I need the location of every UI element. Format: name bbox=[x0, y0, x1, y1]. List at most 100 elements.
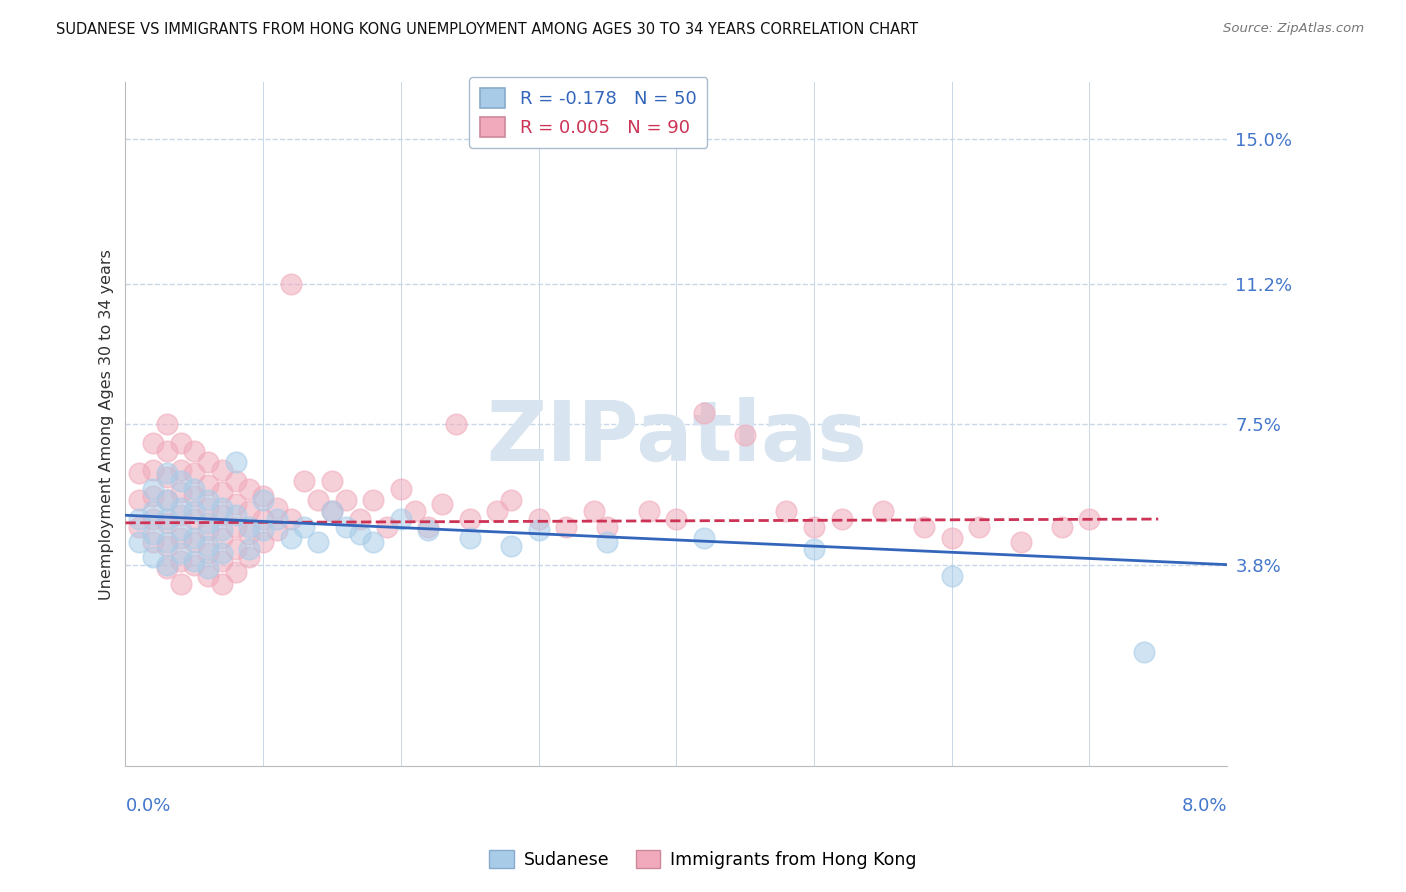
Point bbox=[156, 558, 179, 572]
Text: 0.0%: 0.0% bbox=[125, 797, 172, 814]
Point bbox=[197, 455, 219, 469]
Point bbox=[156, 561, 179, 575]
Point bbox=[183, 489, 205, 503]
Point bbox=[225, 519, 247, 533]
Point bbox=[280, 277, 302, 291]
Point bbox=[197, 500, 219, 515]
Point bbox=[169, 463, 191, 477]
Point bbox=[183, 443, 205, 458]
Point bbox=[321, 504, 343, 518]
Point bbox=[142, 463, 165, 477]
Point bbox=[418, 519, 440, 533]
Point bbox=[211, 576, 233, 591]
Point bbox=[321, 504, 343, 518]
Point bbox=[211, 531, 233, 545]
Point bbox=[156, 443, 179, 458]
Text: SUDANESE VS IMMIGRANTS FROM HONG KONG UNEMPLOYMENT AMONG AGES 30 TO 34 YEARS COR: SUDANESE VS IMMIGRANTS FROM HONG KONG UN… bbox=[56, 22, 918, 37]
Point bbox=[458, 512, 481, 526]
Point bbox=[252, 493, 274, 508]
Point bbox=[582, 504, 605, 518]
Legend: R = -0.178   N = 50, R = 0.005   N = 90: R = -0.178 N = 50, R = 0.005 N = 90 bbox=[470, 78, 707, 148]
Point bbox=[665, 512, 688, 526]
Point bbox=[238, 542, 260, 557]
Point bbox=[596, 519, 619, 533]
Point bbox=[211, 508, 233, 523]
Point bbox=[197, 493, 219, 508]
Point bbox=[1050, 519, 1073, 533]
Point bbox=[432, 497, 454, 511]
Point bbox=[252, 534, 274, 549]
Point bbox=[307, 493, 329, 508]
Point bbox=[156, 493, 179, 508]
Point bbox=[197, 539, 219, 553]
Point bbox=[389, 512, 412, 526]
Point bbox=[555, 519, 578, 533]
Point bbox=[183, 482, 205, 496]
Point bbox=[128, 519, 150, 533]
Point bbox=[335, 493, 357, 508]
Point bbox=[307, 534, 329, 549]
Point bbox=[1010, 534, 1032, 549]
Point bbox=[197, 478, 219, 492]
Point bbox=[363, 534, 385, 549]
Point bbox=[197, 569, 219, 583]
Point bbox=[225, 474, 247, 488]
Point bbox=[211, 554, 233, 568]
Point bbox=[142, 504, 165, 518]
Point bbox=[128, 467, 150, 481]
Point bbox=[527, 512, 550, 526]
Point bbox=[169, 474, 191, 488]
Point bbox=[404, 504, 426, 518]
Point bbox=[169, 546, 191, 560]
Point bbox=[211, 546, 233, 560]
Point bbox=[211, 463, 233, 477]
Point bbox=[280, 531, 302, 545]
Point bbox=[169, 485, 191, 500]
Point bbox=[238, 482, 260, 496]
Point bbox=[183, 534, 205, 549]
Point bbox=[527, 524, 550, 538]
Point bbox=[169, 554, 191, 568]
Point bbox=[872, 504, 894, 518]
Point bbox=[142, 436, 165, 450]
Point bbox=[499, 539, 522, 553]
Point bbox=[266, 512, 288, 526]
Point bbox=[349, 527, 371, 541]
Point bbox=[294, 519, 316, 533]
Point bbox=[169, 500, 191, 515]
Legend: Sudanese, Immigrants from Hong Kong: Sudanese, Immigrants from Hong Kong bbox=[482, 844, 924, 876]
Point bbox=[156, 417, 179, 431]
Point bbox=[238, 519, 260, 533]
Point bbox=[831, 512, 853, 526]
Point bbox=[294, 474, 316, 488]
Point bbox=[183, 558, 205, 572]
Point bbox=[142, 549, 165, 564]
Point bbox=[693, 531, 716, 545]
Point bbox=[375, 519, 398, 533]
Text: 8.0%: 8.0% bbox=[1181, 797, 1227, 814]
Point bbox=[142, 534, 165, 549]
Point bbox=[321, 474, 343, 488]
Point bbox=[335, 519, 357, 533]
Point bbox=[211, 485, 233, 500]
Point bbox=[197, 561, 219, 575]
Point bbox=[280, 512, 302, 526]
Point bbox=[941, 531, 963, 545]
Point bbox=[169, 531, 191, 545]
Point bbox=[142, 482, 165, 496]
Point bbox=[349, 512, 371, 526]
Point bbox=[418, 524, 440, 538]
Point bbox=[183, 467, 205, 481]
Point bbox=[734, 428, 756, 442]
Point bbox=[169, 508, 191, 523]
Point bbox=[458, 531, 481, 545]
Point bbox=[941, 569, 963, 583]
Point bbox=[637, 504, 659, 518]
Point bbox=[169, 576, 191, 591]
Point bbox=[238, 504, 260, 518]
Point bbox=[499, 493, 522, 508]
Point bbox=[803, 542, 825, 557]
Point bbox=[183, 512, 205, 526]
Text: ZIPatlas: ZIPatlas bbox=[486, 397, 866, 478]
Point bbox=[252, 524, 274, 538]
